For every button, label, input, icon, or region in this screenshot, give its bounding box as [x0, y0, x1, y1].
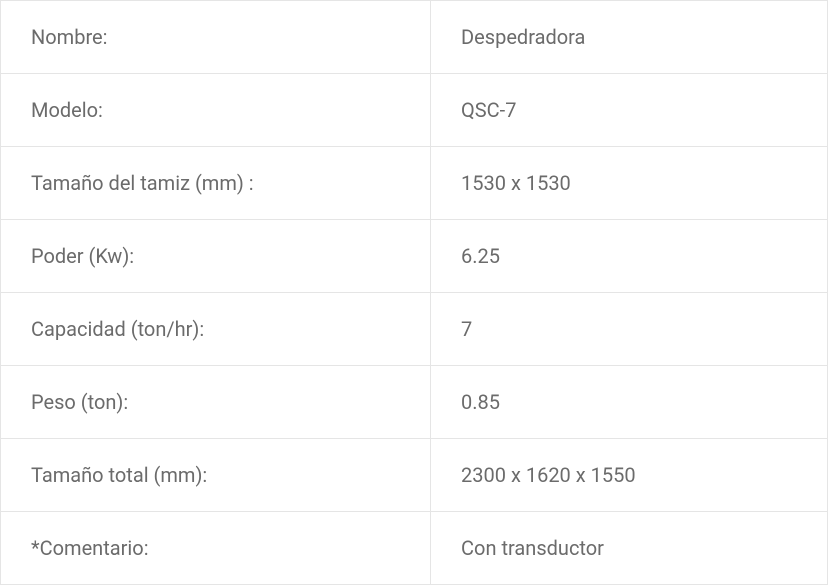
spec-value: QSC-7 [431, 74, 828, 147]
spec-label: Modelo: [1, 74, 431, 147]
specifications-table: Nombre: Despedradora Modelo: QSC-7 Tamañ… [0, 0, 828, 585]
spec-label: Nombre: [1, 1, 431, 74]
table-row: Nombre: Despedradora [1, 1, 828, 74]
table-row: Tamaño del tamiz (mm) : 1530 x 1530 [1, 147, 828, 220]
table-row: Poder (Kw): 6.25 [1, 220, 828, 293]
table-row: Peso (ton): 0.85 [1, 366, 828, 439]
spec-value: 6.25 [431, 220, 828, 293]
table-row: *Comentario: Con transductor [1, 512, 828, 585]
table-row: Modelo: QSC-7 [1, 74, 828, 147]
spec-label: Peso (ton): [1, 366, 431, 439]
spec-label: Capacidad (ton/hr): [1, 293, 431, 366]
table-row: Tamaño total (mm): 2300 x 1620 x 1550 [1, 439, 828, 512]
spec-label: *Comentario: [1, 512, 431, 585]
spec-value: Despedradora [431, 1, 828, 74]
spec-value: Con transductor [431, 512, 828, 585]
spec-label: Tamaño del tamiz (mm) : [1, 147, 431, 220]
spec-value: 2300 x 1620 x 1550 [431, 439, 828, 512]
table-body: Nombre: Despedradora Modelo: QSC-7 Tamañ… [1, 1, 828, 585]
spec-value: 7 [431, 293, 828, 366]
spec-value: 0.85 [431, 366, 828, 439]
spec-label: Tamaño total (mm): [1, 439, 431, 512]
spec-value: 1530 x 1530 [431, 147, 828, 220]
table-row: Capacidad (ton/hr): 7 [1, 293, 828, 366]
spec-label: Poder (Kw): [1, 220, 431, 293]
